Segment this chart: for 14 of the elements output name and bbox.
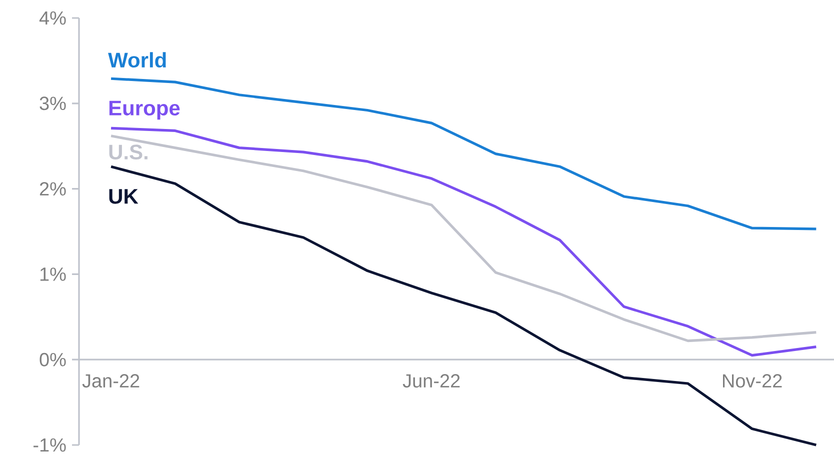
y-tick-label: 4% bbox=[39, 11, 66, 25]
series-label: U.S. bbox=[109, 144, 148, 160]
y-tick-label: 3% bbox=[40, 96, 66, 110]
x-tick-label: Jun-22 bbox=[402, 374, 460, 388]
y-tick-label: 1% bbox=[40, 268, 66, 281]
series-label: Europe bbox=[109, 100, 180, 120]
y-tick-label: 0% bbox=[40, 352, 66, 366]
y-tick-label: -1% bbox=[34, 438, 66, 452]
series-label: World bbox=[108, 52, 166, 68]
series-label: UK bbox=[109, 189, 138, 204]
line-series bbox=[110, 77, 818, 230]
x-tick-label: Jan-22 bbox=[82, 374, 140, 388]
x-tick-label: Nov-22 bbox=[723, 374, 782, 388]
y-tick-label: 2% bbox=[40, 182, 66, 196]
